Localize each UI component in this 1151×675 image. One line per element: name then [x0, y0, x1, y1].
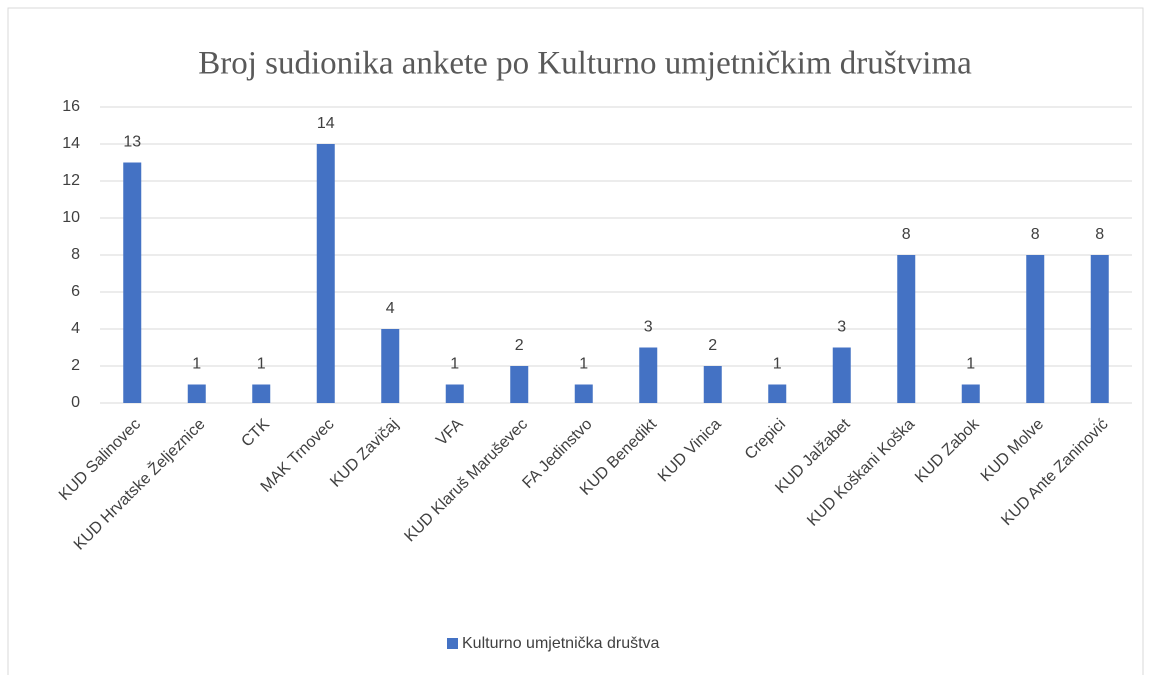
- x-tick-label: VFA: [433, 416, 467, 450]
- data-label: 1: [257, 356, 266, 373]
- chart-title: Broj sudionika ankete po Kulturno umjetn…: [198, 46, 972, 82]
- data-label: 1: [450, 356, 459, 373]
- data-label: 1: [773, 356, 782, 373]
- bar: [574, 384, 593, 403]
- data-label: 8: [1031, 226, 1040, 243]
- data-label: 2: [708, 337, 717, 354]
- data-label: 8: [1095, 226, 1104, 243]
- bar: [252, 384, 271, 403]
- y-tick-label: 10: [62, 209, 80, 226]
- bar: [1090, 255, 1109, 403]
- data-label: 3: [644, 319, 653, 336]
- y-tick-label: 2: [71, 357, 80, 374]
- y-tick-label: 12: [62, 172, 80, 189]
- bar: [510, 366, 529, 403]
- x-tick-label: CTK: [238, 416, 273, 451]
- data-label: 1: [579, 356, 588, 373]
- y-tick-label: 6: [71, 283, 80, 300]
- chart-frame: [7, 7, 1144, 675]
- bar: [445, 384, 464, 403]
- bar: [381, 329, 400, 403]
- x-tick-label: KUD Vinica: [655, 416, 725, 486]
- x-tick-label: KUD Koškani Koška: [804, 416, 918, 530]
- y-tick-label: 16: [62, 98, 80, 115]
- y-tick-label: 4: [71, 320, 80, 337]
- x-tick-label: Crepici: [742, 416, 789, 463]
- y-tick-label: 14: [62, 135, 80, 152]
- x-tick-label: KUD Klaruš Maruševec: [401, 416, 531, 546]
- bar: [768, 384, 787, 403]
- data-label: 14: [317, 115, 335, 132]
- data-label: 3: [837, 319, 846, 336]
- x-tick-label: KUD Zavičaj: [327, 416, 402, 491]
- bar: [639, 347, 658, 403]
- x-tick-label: KUD Molve: [978, 416, 1047, 485]
- data-label: 8: [902, 226, 911, 243]
- y-tick-label: 0: [71, 394, 80, 411]
- bar: [961, 384, 980, 403]
- data-label: 4: [386, 300, 395, 317]
- x-tick-label: KUD Hrvatske Željeznice: [69, 414, 208, 553]
- data-label: 13: [123, 134, 141, 151]
- legend-swatch: [447, 638, 458, 649]
- data-label: 1: [192, 356, 201, 373]
- bar: [1026, 255, 1045, 403]
- legend-label: Kulturno umjetnička društva: [462, 635, 660, 652]
- bar: [832, 347, 851, 403]
- bar: [316, 144, 335, 403]
- bar: [123, 162, 142, 403]
- bar: [187, 384, 206, 403]
- data-label: 2: [515, 337, 524, 354]
- x-tick-label: KUD Zabok: [912, 415, 983, 486]
- bar: [897, 255, 916, 403]
- bar: [703, 366, 722, 403]
- y-tick-label: 8: [71, 246, 80, 263]
- data-label: 1: [966, 356, 975, 373]
- x-tick-label: KUD Ante Zaninović: [998, 416, 1111, 529]
